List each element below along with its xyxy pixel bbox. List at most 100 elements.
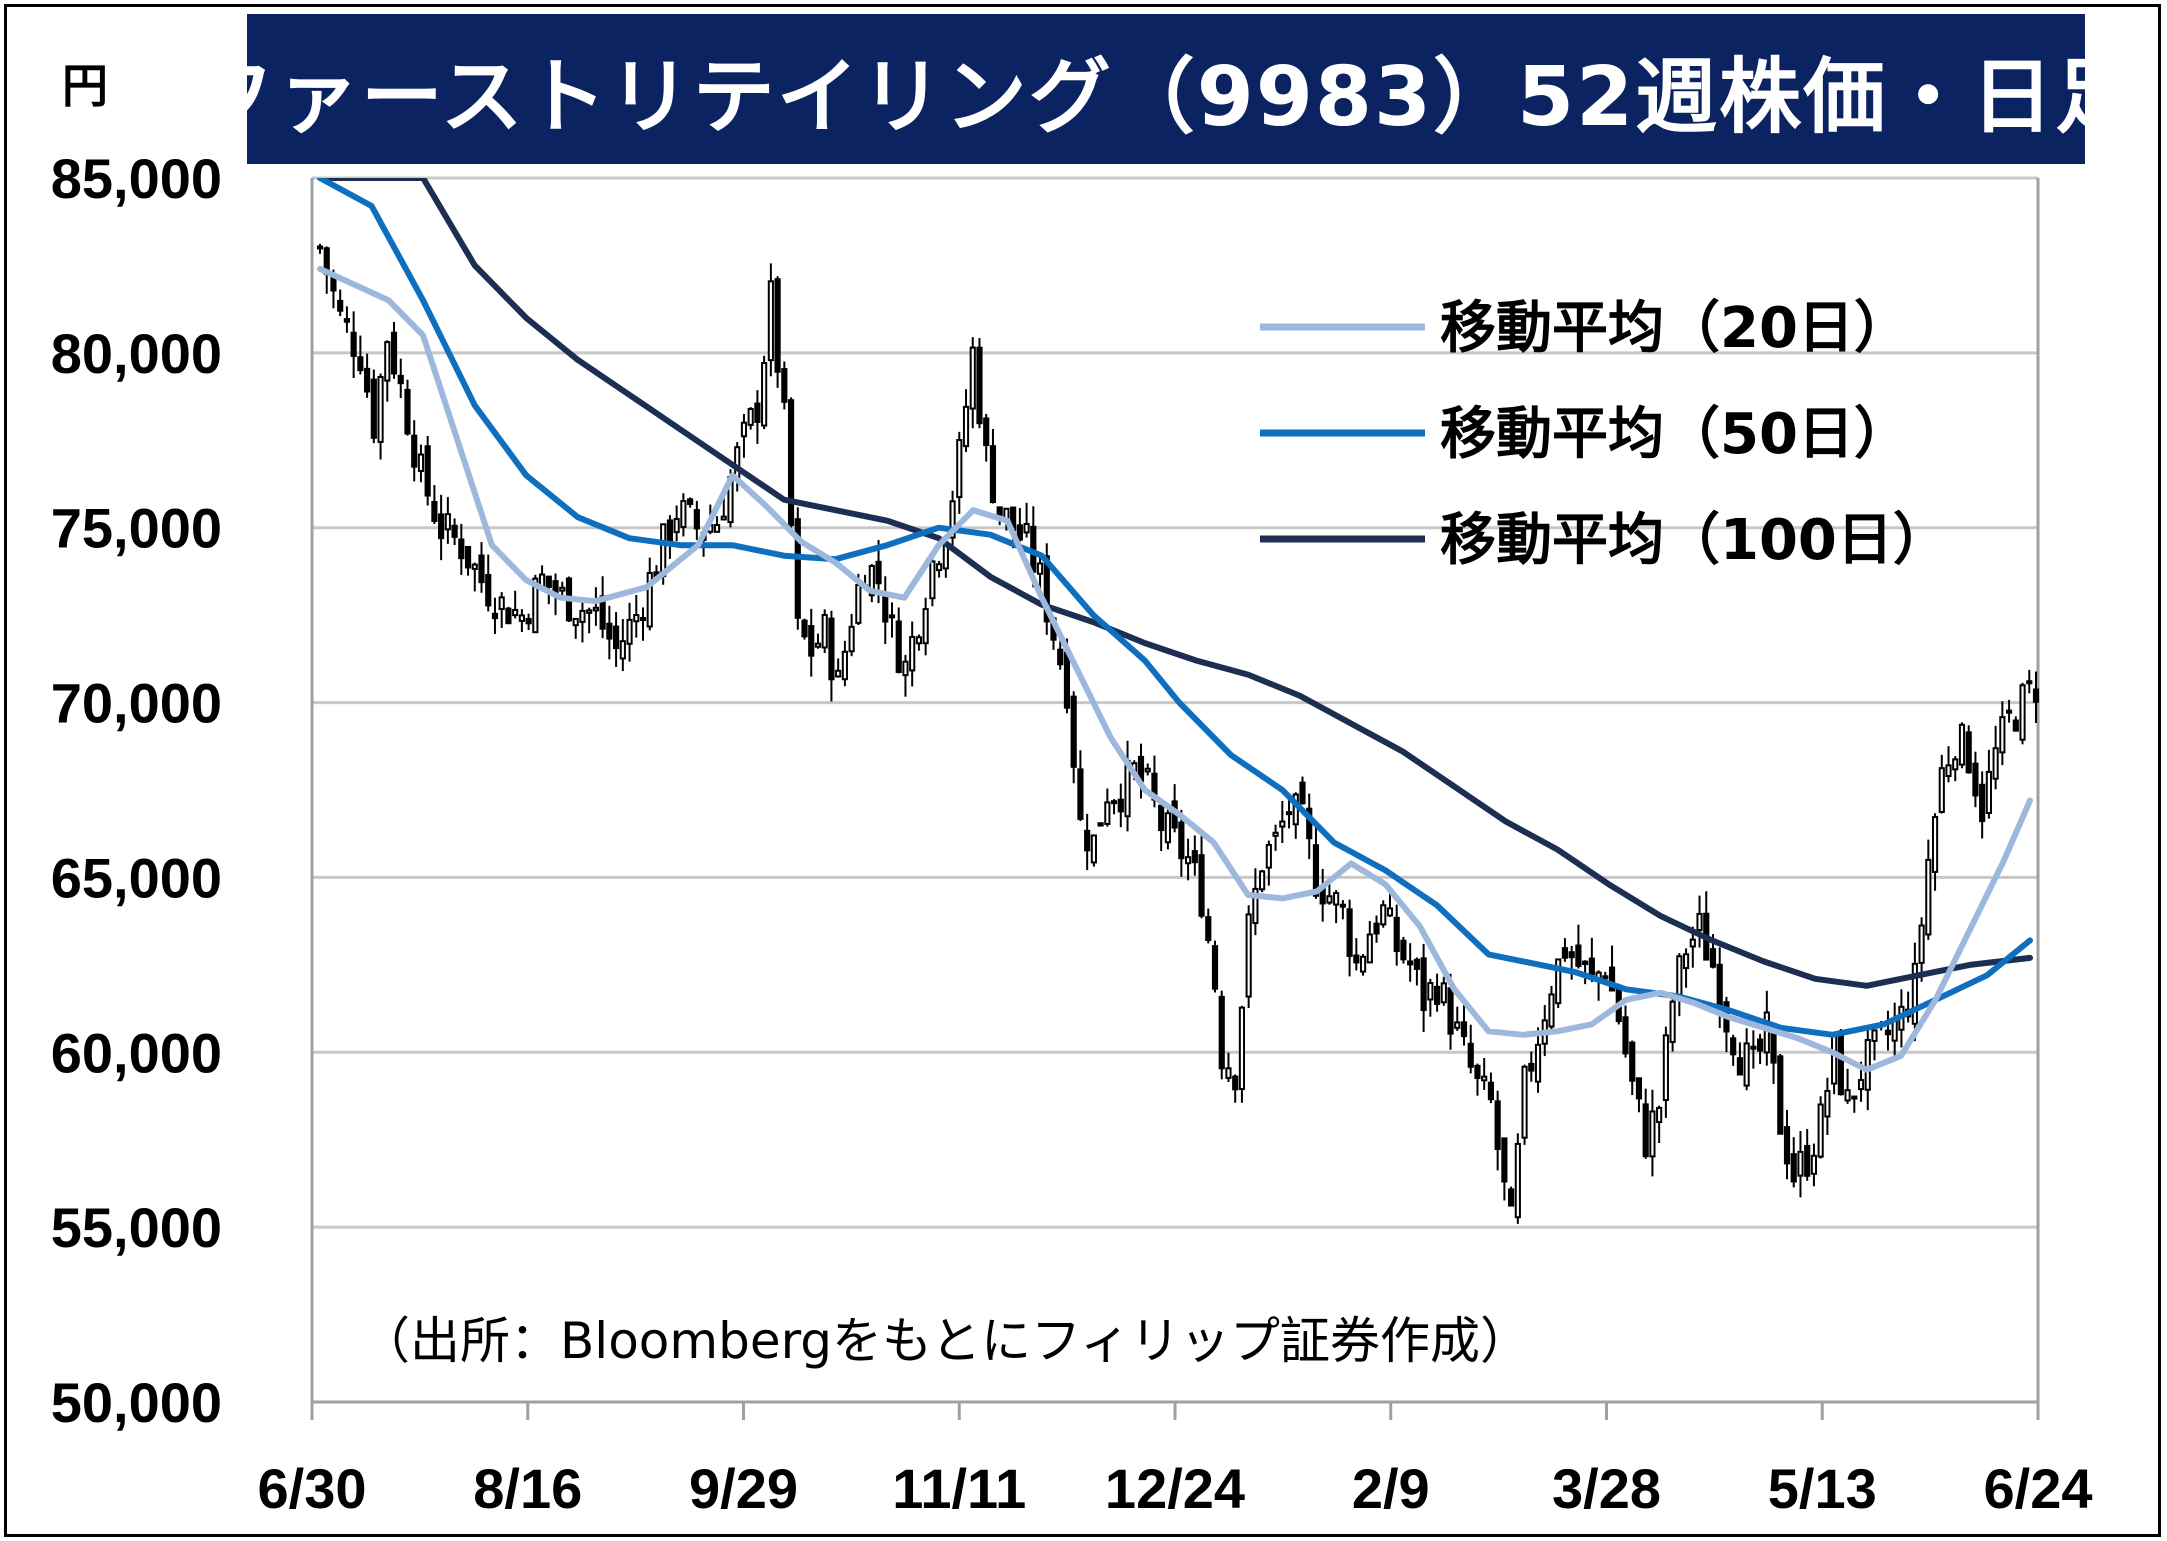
candle-body (1884, 1029, 1892, 1036)
candle-body (579, 609, 586, 623)
candle-body (2005, 709, 2013, 714)
candle-body (586, 609, 593, 614)
legend: 移動平均（20日） 移動平均（50日） 移動平均（100日） (1260, 296, 1949, 573)
candle-body (1824, 1089, 1831, 1118)
candle-body (485, 573, 492, 607)
candle-body (1265, 843, 1272, 869)
candle-body (639, 617, 647, 622)
y-tick-label: 55,000 (51, 1196, 222, 1259)
y-tick-label: 65,000 (51, 846, 222, 909)
candle-body (740, 421, 748, 438)
candle-body (1918, 924, 1925, 964)
candle-body (882, 594, 889, 623)
candle-body (909, 636, 916, 672)
candle-body (767, 280, 774, 362)
candle-body (424, 445, 431, 497)
candle-body (1373, 922, 1380, 935)
candle-body (1285, 811, 1293, 816)
candle-body (1831, 1032, 1838, 1085)
candle-body (1952, 758, 1959, 771)
ma20-line (317, 265, 2033, 1073)
candle-body (572, 617, 579, 627)
candle-body (774, 278, 781, 373)
candle-body (1588, 957, 1595, 976)
candle-body (357, 356, 364, 372)
candle-body (673, 518, 680, 534)
candle-body (1851, 1095, 1858, 1100)
candle-body (431, 500, 438, 522)
candle-body (1036, 562, 1044, 575)
candle-body (666, 519, 674, 544)
candle-body (1676, 955, 1683, 1001)
candle-body (518, 614, 525, 622)
candle-body (478, 554, 485, 584)
candle-body (370, 378, 377, 439)
candle-body (1844, 1089, 1851, 1102)
candle-body (1413, 958, 1420, 970)
candle-body (936, 563, 943, 572)
legend-ma20-label: 移動平均（20日） (1440, 296, 1910, 361)
candle-body (1205, 916, 1212, 942)
candle-body (929, 560, 936, 600)
candle-body (1386, 907, 1394, 917)
candle-body (1084, 829, 1091, 852)
candle-body (1474, 1064, 1481, 1079)
candle-body (1110, 800, 1118, 805)
candle-body (895, 620, 902, 673)
moving-averages (317, 178, 2033, 1073)
candle-body (680, 500, 687, 528)
candle-body (1393, 916, 1400, 953)
candle-body (1534, 1043, 1542, 1083)
candle-body (1689, 938, 1696, 948)
candle-body (687, 498, 694, 505)
candle-body (1427, 982, 1434, 1001)
candle-body (835, 669, 842, 678)
candle-body (828, 617, 835, 681)
candle-body (1999, 716, 2006, 754)
x-tick-label: 12/24 (1105, 1457, 1245, 1520)
candle-body (1117, 798, 1124, 813)
candle-body (532, 577, 539, 634)
candle-body (888, 614, 896, 619)
candle-body (1279, 820, 1286, 828)
candle-body (1185, 856, 1192, 865)
candle-body (1837, 1030, 1844, 1096)
candle-body (2032, 688, 2040, 703)
candle-body (989, 445, 997, 504)
candle-body (848, 625, 855, 653)
candle-body (1191, 850, 1198, 864)
candle-body (996, 506, 1003, 516)
candle-body (545, 575, 552, 588)
candle-body (1272, 831, 1279, 837)
candle-body (1931, 816, 1939, 873)
candle-body (2026, 680, 2033, 685)
candle-body (1804, 1144, 1811, 1177)
candle-body (956, 439, 963, 499)
candle-body (1736, 1057, 1743, 1076)
candle-body (1608, 966, 1616, 992)
candle-body (1871, 1029, 1878, 1042)
candle-body (1420, 957, 1427, 1012)
candle-body (1911, 962, 1918, 1025)
candle-body (808, 625, 815, 657)
candle-body (814, 642, 822, 648)
x-tick-label: 6/30 (258, 1457, 367, 1520)
candle-body (1440, 982, 1447, 1004)
chart-title: ファーストリテイリング（9983）52週株価・日足 (192, 49, 2140, 145)
y-tick-labels: 50,000 55,000 60,000 65,000 70,000 75,000 80,0… (51, 147, 222, 1434)
candle-body (350, 331, 357, 357)
ma100-line (317, 178, 2033, 989)
candle-body (471, 563, 478, 570)
candle-body (512, 608, 519, 617)
candle-body (464, 545, 472, 569)
candle-body (1158, 804, 1165, 832)
candle-body (606, 622, 613, 640)
candle-body (1992, 747, 1999, 780)
candle-body (1985, 770, 1992, 815)
candle-body (559, 586, 566, 592)
x-tick-label: 3/28 (1552, 1457, 1661, 1520)
candle-body (1460, 1021, 1468, 1038)
candle-body (1198, 854, 1205, 917)
candle-body (444, 513, 451, 531)
